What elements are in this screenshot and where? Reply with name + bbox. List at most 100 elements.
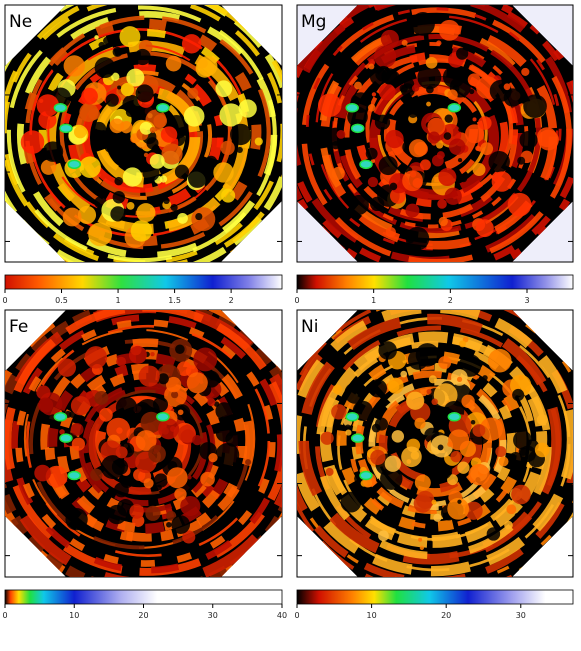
map-patch (116, 427, 123, 434)
map-patch (193, 347, 218, 372)
panel: Mg 0 1 2 3 (294, 4, 574, 305)
map-patch (511, 484, 531, 505)
map-hotspot (53, 412, 68, 422)
map-patch (414, 474, 431, 491)
map-patch (459, 340, 466, 348)
map-patch (114, 176, 123, 186)
map-ring (5, 310, 282, 576)
map-patch (130, 220, 153, 242)
map-patch (158, 418, 180, 440)
map-patch (77, 205, 97, 225)
map-patch (456, 376, 463, 382)
map-patch (431, 398, 438, 406)
map-patch (427, 117, 446, 136)
map-patch (215, 443, 240, 467)
map-patch (408, 108, 418, 118)
panel-label: Ne (9, 12, 32, 32)
map-ring (67, 64, 222, 212)
map-ring (305, 7, 562, 251)
map-patch (503, 83, 511, 91)
map-patch (406, 391, 425, 410)
map-patch (503, 88, 523, 107)
map-patch (400, 370, 408, 378)
map-hotspot (59, 123, 73, 134)
map-patch (117, 85, 122, 90)
map-patch (408, 139, 428, 158)
map-patch (464, 501, 483, 520)
map-patch (518, 447, 528, 456)
map-patch (254, 137, 263, 146)
colorbar-tick-label: 1 (116, 296, 121, 305)
map-patch (464, 124, 484, 144)
map-patch (182, 530, 196, 544)
map-patch (94, 35, 99, 40)
map-hotspot (350, 123, 365, 134)
map-ring (40, 338, 254, 542)
map-patch (536, 414, 548, 426)
colorbar-tick-label: 20 (138, 611, 148, 620)
colorbar-tick-label: 10 (69, 611, 79, 620)
map-patch (109, 118, 125, 134)
map-patch (418, 537, 423, 542)
map-patch (45, 465, 68, 488)
map-patch (405, 226, 430, 251)
map-patch (220, 140, 235, 156)
map-ring (11, 314, 282, 574)
colorbar-tick-label: 0 (294, 296, 299, 305)
map-patch (370, 449, 386, 465)
map-ring (15, 319, 276, 567)
map-patch (34, 464, 51, 482)
map-patch (436, 141, 444, 149)
colorbar-tick-label: 0 (2, 296, 7, 305)
map-patch (128, 345, 147, 364)
map-patch (517, 156, 526, 165)
map-patch (363, 478, 373, 488)
map-patch (200, 471, 215, 487)
map-patch (134, 48, 151, 66)
map-patch (148, 444, 166, 463)
colorbar-tick-label: 1.5 (168, 296, 181, 305)
map-patch (138, 365, 160, 387)
map-patch (113, 482, 129, 498)
colorbar-tick-label: 0.5 (55, 296, 68, 305)
map-patch (122, 94, 141, 114)
map-patch (119, 26, 141, 48)
map-patch (318, 93, 342, 117)
map-patch (73, 125, 87, 139)
colorbar-tick-label: 0 (2, 611, 7, 620)
map-patch (86, 391, 94, 399)
map-patch (165, 376, 182, 393)
map-patch (111, 458, 129, 475)
map-patch (437, 444, 444, 451)
map-patch (444, 114, 453, 123)
map-patch (344, 424, 352, 431)
map-patch (472, 423, 486, 437)
map-patch (70, 422, 84, 436)
map-patch (171, 391, 179, 399)
map-patch (467, 73, 481, 87)
map-patch (479, 417, 503, 441)
map-patch (447, 441, 453, 447)
map-patch (512, 388, 525, 402)
map-patch (149, 126, 156, 134)
map-patch (183, 105, 205, 127)
map-patch (450, 450, 462, 463)
map-patch (437, 199, 447, 209)
map-patch (191, 207, 216, 232)
map-patch (447, 89, 458, 100)
map-patch (180, 496, 201, 517)
map-patch (104, 140, 117, 153)
map-patch (170, 203, 178, 212)
map-patch (457, 461, 470, 474)
map-patch (178, 424, 196, 443)
map-patch (370, 158, 376, 163)
map-patch (417, 65, 442, 90)
map-ring (16, 11, 278, 259)
map-patch (331, 404, 347, 420)
map-patch (150, 351, 155, 357)
map-patch (331, 166, 345, 180)
colorbar-tick-label: 0 (294, 611, 299, 620)
map-patch (136, 203, 156, 223)
map-ring (351, 362, 517, 520)
map-patch (436, 40, 442, 46)
